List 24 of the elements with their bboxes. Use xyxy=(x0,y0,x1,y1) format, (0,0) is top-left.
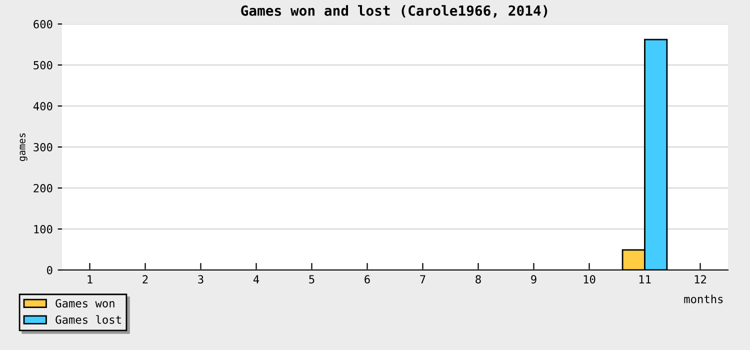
x-tick-label: 4 xyxy=(253,275,260,284)
x-tick-label: 9 xyxy=(531,275,536,284)
x-tick-label: 7 xyxy=(420,275,426,284)
x-tick-label: 6 xyxy=(364,275,370,284)
x-tick-label: 1 xyxy=(88,275,92,284)
x-tick-label: 11 xyxy=(639,275,651,284)
chart-title: Games won and lost (Carole1966, 2014) xyxy=(241,5,548,18)
y-tick-label: 100 xyxy=(34,225,52,234)
y-axis-title: games xyxy=(20,133,28,162)
y-tick-label: 400 xyxy=(33,102,52,110)
y-tick-label: 600 xyxy=(34,20,52,28)
x-tick-label: 10 xyxy=(584,275,596,284)
x-tick-label: 8 xyxy=(476,275,481,284)
y-tick-label: 200 xyxy=(34,184,52,192)
y-tick-label: 0 xyxy=(47,266,52,274)
x-tick-label: 2 xyxy=(142,275,148,284)
x-tick-label: 12 xyxy=(694,275,706,284)
legend-label: Games lost xyxy=(56,315,121,324)
x-tick-label: 3 xyxy=(198,275,204,284)
x-axis-title: months xyxy=(684,294,723,304)
legend-label: Games won xyxy=(56,299,114,308)
y-tick-label: 500 xyxy=(34,61,52,70)
x-tick-label: 5 xyxy=(309,275,314,284)
y-tick-label: 300 xyxy=(34,143,52,152)
